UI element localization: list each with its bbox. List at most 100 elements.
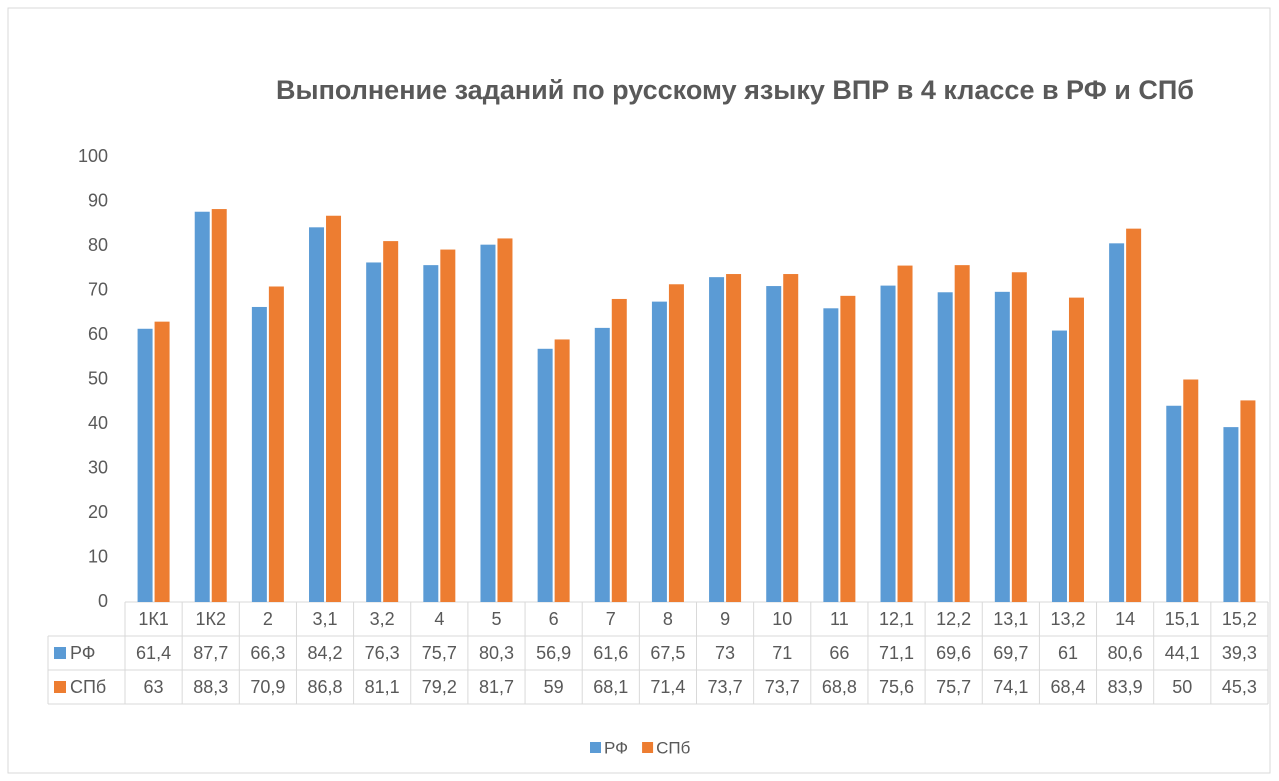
- x-tick-label: 8: [663, 609, 673, 629]
- bar: [994, 291, 1010, 602]
- table-legend-key: [54, 681, 66, 693]
- table-value: 73,7: [708, 677, 743, 697]
- table-value: 39,3: [1222, 643, 1257, 663]
- table-value: 73: [715, 643, 735, 663]
- bar: [1068, 297, 1084, 602]
- table-value: 87,7: [193, 643, 228, 663]
- table-series-name: РФ: [70, 643, 96, 663]
- bar: [440, 249, 456, 602]
- y-tick-label: 20: [88, 502, 108, 522]
- y-tick-label: 0: [98, 591, 108, 611]
- x-tick-label: 1К2: [195, 609, 226, 629]
- bar: [366, 262, 382, 602]
- table-value: 69,6: [936, 643, 971, 663]
- bar: [611, 298, 627, 602]
- table-value: 66,3: [250, 643, 285, 663]
- x-tick-label: 3,1: [313, 609, 338, 629]
- x-tick-label: 10: [772, 609, 792, 629]
- bar: [1126, 228, 1142, 602]
- table-legend-key: [54, 647, 66, 659]
- bar: [1166, 405, 1182, 602]
- table-value: 74,1: [993, 677, 1028, 697]
- table-value: 56,9: [536, 643, 571, 663]
- bar: [840, 295, 856, 602]
- table-value: 88,3: [193, 677, 228, 697]
- table-value: 68,8: [822, 677, 857, 697]
- x-tick-label: 13,1: [993, 609, 1028, 629]
- x-tick-label: 5: [491, 609, 501, 629]
- table-value: 50: [1172, 677, 1192, 697]
- y-tick-label: 10: [88, 546, 108, 566]
- bar: [880, 285, 896, 602]
- y-tick-label: 90: [88, 190, 108, 210]
- y-tick-label: 30: [88, 457, 108, 477]
- y-tick-label: 40: [88, 413, 108, 433]
- bar: [194, 211, 210, 603]
- bar: [823, 308, 839, 602]
- y-tick-label: 100: [78, 146, 108, 166]
- bar: [1109, 243, 1125, 602]
- table-value: 81,1: [365, 677, 400, 697]
- table-value: 71: [772, 643, 792, 663]
- bar: [537, 348, 553, 602]
- table-value: 75,7: [936, 677, 971, 697]
- bar: [783, 274, 799, 602]
- x-tick-label: 2: [263, 609, 273, 629]
- bar: [554, 339, 570, 602]
- table-value: 80,6: [1108, 643, 1143, 663]
- bar: [251, 306, 267, 602]
- table-value: 69,7: [993, 643, 1028, 663]
- table-value: 63: [144, 677, 164, 697]
- bar: [326, 215, 342, 603]
- table-value: 45,3: [1222, 677, 1257, 697]
- bar: [937, 292, 953, 602]
- table-value: 73,7: [765, 677, 800, 697]
- bar: [1223, 427, 1239, 602]
- x-tick-label: 9: [720, 609, 730, 629]
- x-tick-label: 15,2: [1222, 609, 1257, 629]
- y-tick-label: 50: [88, 368, 108, 388]
- table-value: 61,6: [593, 643, 628, 663]
- bar: [423, 265, 439, 602]
- bar: [1051, 330, 1067, 602]
- table-value: 66: [829, 643, 849, 663]
- legend-key: [642, 742, 654, 753]
- legend-label: РФ: [604, 738, 628, 757]
- table-series-name: СПб: [70, 677, 106, 697]
- bar: [211, 209, 227, 602]
- bar: [1240, 400, 1256, 602]
- bar: [268, 286, 284, 602]
- x-tick-label: 15,1: [1165, 609, 1200, 629]
- bar: [1011, 272, 1027, 602]
- x-tick-label: 12,1: [879, 609, 914, 629]
- bar: [651, 301, 667, 602]
- table-value: 84,2: [308, 643, 343, 663]
- bar: [709, 277, 725, 602]
- bar: [897, 265, 913, 602]
- table-value: 44,1: [1165, 643, 1200, 663]
- x-tick-label: 14: [1115, 609, 1135, 629]
- bar: [497, 238, 513, 602]
- table-value: 61: [1058, 643, 1078, 663]
- table-value: 61,4: [136, 643, 171, 663]
- bar: [954, 265, 970, 602]
- legend-label: СПб: [656, 738, 690, 757]
- bar: [154, 321, 170, 602]
- x-tick-label: 6: [549, 609, 559, 629]
- x-tick-label: 3,2: [370, 609, 395, 629]
- table-value: 75,6: [879, 677, 914, 697]
- table-value: 71,1: [879, 643, 914, 663]
- bar: [383, 241, 399, 603]
- table-value: 68,4: [1050, 677, 1085, 697]
- x-tick-label: 11: [830, 609, 849, 629]
- bar: [480, 244, 496, 603]
- table-value: 83,9: [1108, 677, 1143, 697]
- bar: [137, 328, 153, 602]
- bar: [309, 227, 325, 602]
- table-value: 79,2: [422, 677, 457, 697]
- table-value: 71,4: [650, 677, 685, 697]
- y-tick-label: 60: [88, 324, 108, 344]
- chart-title: Выполнение заданий по русскому языку ВПР…: [276, 75, 1194, 105]
